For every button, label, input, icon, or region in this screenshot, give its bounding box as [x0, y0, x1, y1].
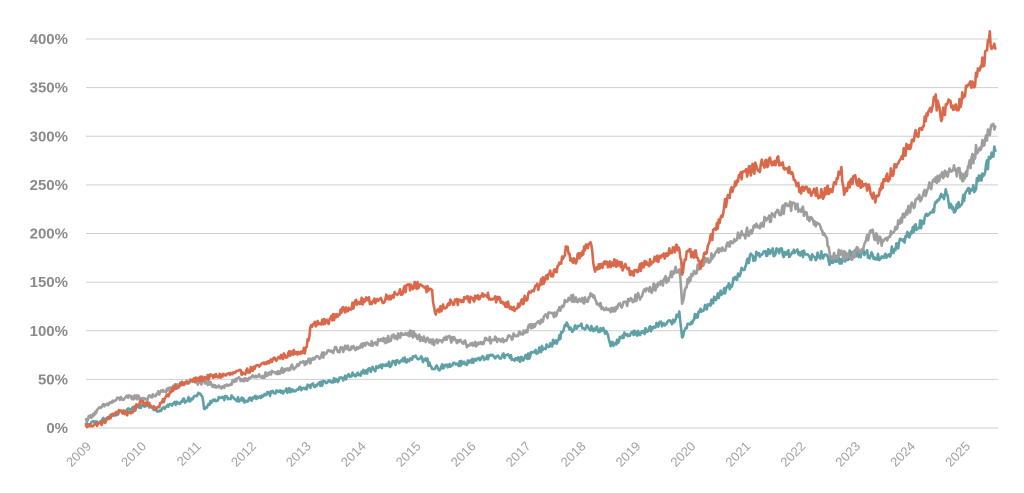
x-tick-label: 2023	[832, 439, 863, 470]
y-tick-label: 250%	[30, 177, 68, 194]
x-tick-label: 2024	[887, 439, 918, 470]
y-tick-label: 0%	[46, 420, 68, 437]
gridlines	[86, 38, 998, 429]
y-tick-label: 100%	[30, 323, 68, 340]
y-tick-label: 300%	[30, 128, 68, 145]
x-tick-label: 2009	[63, 439, 94, 470]
x-tick-label: 2011	[174, 439, 204, 469]
x-tick-label: 2017	[503, 439, 534, 470]
x-tick-label: 2012	[228, 439, 259, 470]
x-tick-label: 2018	[558, 439, 589, 470]
series-lines	[84, 30, 997, 429]
y-tick-label: 50%	[38, 371, 68, 388]
y-tick-label: 200%	[30, 226, 68, 243]
x-tick-label: 2013	[283, 439, 314, 470]
series-line-series-b	[84, 122, 997, 423]
x-tick-label: 2016	[448, 439, 479, 470]
x-tick-label: 2021	[722, 439, 753, 470]
x-tick-label: 2020	[667, 439, 698, 470]
x-tick-label: 2014	[338, 439, 369, 470]
x-tick-label: 2015	[393, 439, 424, 470]
y-axis-tick-labels: 0% 50% 100% 150% 200% 250% 300% 350% 400%	[30, 31, 68, 437]
x-tick-label: 2010	[118, 439, 149, 470]
y-tick-label: 150%	[30, 274, 68, 291]
x-tick-label: 2025	[942, 439, 973, 470]
x-tick-label: 2022	[777, 439, 808, 470]
y-tick-label: 350%	[30, 80, 68, 97]
y-tick-label: 400%	[30, 31, 68, 48]
x-tick-label: 2019	[612, 439, 643, 470]
x-axis-tick-labels: 2009 2010 2011 2012 2013 2014 2015 2016 2017 2018…	[63, 439, 973, 470]
series-line-series-a	[84, 30, 997, 429]
